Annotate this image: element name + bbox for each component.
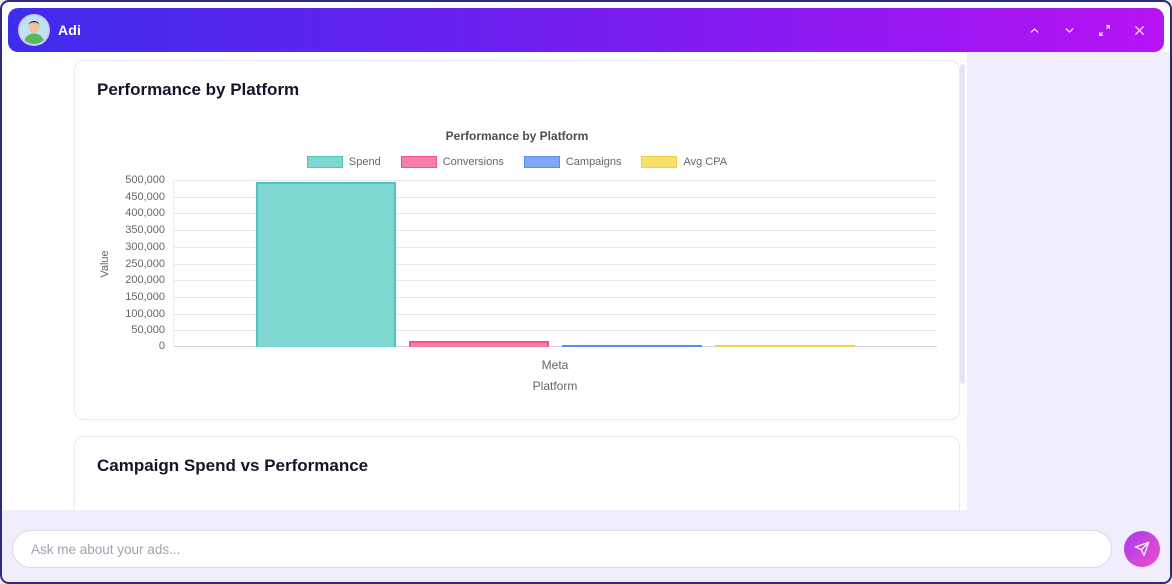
messages-area: Performance by Platform Performance by P…	[2, 52, 967, 510]
bar-campaigns	[562, 345, 702, 347]
gridline	[174, 197, 937, 198]
bar-spend	[256, 182, 396, 347]
assistant-name: Adi	[58, 22, 82, 38]
y-tick-label: 100,000	[125, 308, 165, 320]
composer-bar	[2, 510, 1170, 582]
legend-label: Campaigns	[565, 156, 622, 168]
y-tick-label: 300,000	[125, 241, 165, 253]
bar-avg-cpa	[715, 345, 855, 347]
chevron-up-icon[interactable]	[1027, 23, 1041, 37]
y-tick-label: 150,000	[125, 291, 165, 303]
card-title: Campaign Spend vs Performance	[97, 456, 369, 475]
x-axis-title: Platform	[532, 379, 578, 393]
chat-input[interactable]	[12, 530, 1112, 568]
y-tick-label: 200,000	[125, 274, 165, 286]
expand-icon[interactable]	[1097, 23, 1111, 37]
gridline	[174, 330, 937, 331]
y-tick-label: 400,000	[125, 207, 165, 219]
chart-legend: Spend Conversions Campaigns Avg CPA	[97, 156, 937, 168]
chart-body: Value 0 50,000 100,000 150,000 200,000 250,00…	[97, 174, 937, 352]
header: Adi	[8, 8, 1164, 52]
person-avatar-icon	[20, 16, 48, 44]
y-tick-label: 500,000	[125, 174, 165, 186]
y-tick-label: 450,000	[125, 191, 165, 203]
right-gutter	[967, 52, 1170, 510]
gridline	[174, 297, 937, 298]
x-category-label: Meta	[541, 358, 569, 372]
legend-item-avg-cpa[interactable]: Avg CPA	[641, 156, 727, 168]
bar-conversions	[409, 341, 549, 347]
gridline	[174, 314, 937, 315]
gridline	[174, 280, 937, 281]
legend-label: Spend	[348, 156, 381, 168]
chevron-down-icon[interactable]	[1062, 23, 1076, 37]
legend-swatch	[523, 156, 560, 168]
legend-item-campaigns[interactable]: Campaigns	[523, 156, 622, 168]
send-button[interactable]	[1124, 531, 1160, 567]
gridline	[174, 213, 937, 214]
legend-label: Conversions	[442, 156, 504, 168]
legend-swatch	[641, 156, 678, 168]
gridline	[174, 247, 937, 248]
y-tick-label: 0	[158, 340, 165, 352]
campaign-spend-card: Campaign Spend vs Performance	[74, 436, 960, 510]
legend-label: Avg CPA	[683, 156, 728, 168]
card-title: Performance by Platform	[97, 80, 300, 99]
gridline	[174, 346, 937, 347]
y-tick-label: 50,000	[131, 324, 165, 336]
avatar	[20, 16, 48, 44]
y-axis-title: Value	[99, 249, 111, 278]
y-tick-label: 250,000	[125, 258, 165, 270]
y-axis-ticks: 0 50,000 100,000 150,000 200,000 250,000 300,0…	[113, 174, 165, 352]
legend-item-conversions[interactable]: Conversions	[400, 156, 504, 168]
plot-area	[173, 180, 937, 347]
chart-title: Performance by Platform	[445, 129, 589, 143]
header-controls	[1027, 23, 1146, 37]
performance-chart: Performance by Platform Spend Conversions…	[97, 129, 937, 393]
scrollbar[interactable]	[960, 64, 965, 384]
gridline	[174, 230, 937, 231]
gridline	[174, 264, 937, 265]
y-tick-label: 350,000	[125, 224, 165, 236]
performance-by-platform-card: Performance by Platform Performance by P…	[74, 60, 960, 420]
legend-item-spend[interactable]: Spend	[306, 156, 381, 168]
legend-swatch	[400, 156, 437, 168]
content-area: Performance by Platform Performance by P…	[2, 52, 1170, 510]
close-icon[interactable]	[1132, 23, 1146, 37]
legend-swatch	[306, 156, 343, 168]
paper-plane-icon	[1134, 541, 1150, 557]
gridline	[174, 180, 937, 181]
